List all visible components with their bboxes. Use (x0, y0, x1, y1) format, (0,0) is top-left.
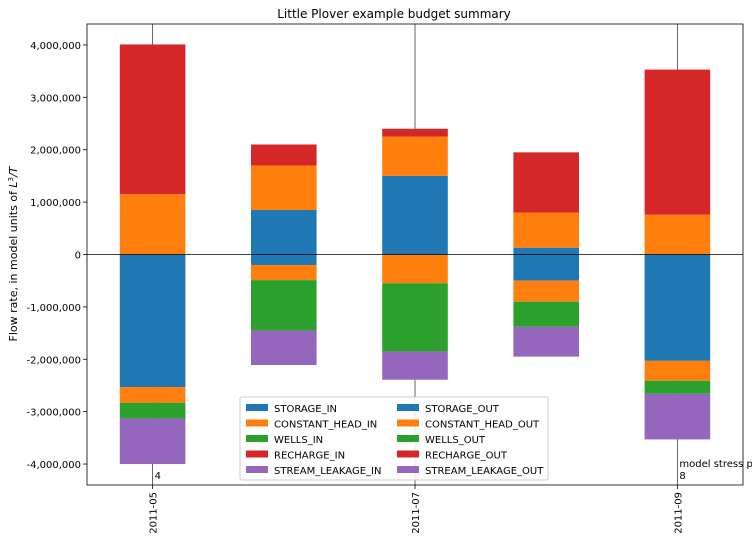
y-tick-label: -3,000,000 (26, 408, 81, 419)
legend-swatch (397, 435, 419, 442)
y-tick-label: 1,000,000 (30, 198, 81, 209)
legend-label: STREAM_LEAKAGE_IN (274, 466, 381, 477)
y-axis-label-main: Flow rate, in model units of (7, 188, 20, 342)
bar-segment (251, 254, 317, 265)
legend-label: STORAGE_IN (274, 404, 337, 415)
y-tick-label: -2,000,000 (26, 355, 81, 366)
bar-segment (119, 254, 186, 388)
legend-label: WELLS_OUT (425, 435, 486, 446)
bar-segment (644, 393, 711, 440)
stress-period-label: 4 (155, 471, 161, 482)
stress-period-label: 8 (679, 471, 685, 482)
y-tick-label: 3,000,000 (30, 93, 81, 104)
legend-swatch (246, 435, 268, 442)
x-tick-label: 2011-09 (673, 492, 684, 534)
bar-segment (251, 280, 317, 331)
bar-segment (119, 387, 186, 403)
legend-label: RECHARGE_OUT (425, 451, 508, 462)
chart-title: Little Plover example budget summary (277, 7, 511, 21)
bar-segment (251, 209, 317, 255)
bar-segment (644, 69, 711, 215)
y-tick-label: 2,000,000 (30, 146, 81, 157)
legend-swatch (246, 404, 268, 411)
y-axis: -4,000,000 -3,000,000 -2,000,000 -1,000,000… (26, 41, 87, 471)
legend-swatch (246, 466, 268, 473)
bar-segment (644, 254, 711, 361)
legend-label: WELLS_IN (274, 435, 323, 446)
x-tick-label: 2011-05 (149, 492, 160, 534)
legend-swatch (397, 450, 419, 458)
legend-swatch (397, 404, 419, 411)
legend-label: STREAM_LEAKAGE_OUT (425, 466, 544, 477)
y-tick-label: -1,000,000 (26, 303, 81, 314)
bar-segment (513, 301, 579, 327)
bar-segment (382, 136, 448, 176)
bar-segment (251, 330, 317, 366)
bar-segment (644, 380, 711, 394)
bar-segment (119, 418, 186, 465)
bar-segment (119, 44, 186, 195)
bar-segment (513, 254, 579, 281)
bar-segment (513, 280, 579, 302)
y-tick-label: -4,000,000 (26, 460, 81, 471)
legend-swatch (246, 450, 268, 458)
bar-segment (513, 247, 579, 255)
legend-swatch (246, 419, 268, 427)
bar-segment (644, 360, 711, 381)
y-tick-label: 0 (75, 251, 81, 262)
annotations: 4 model stress period:8 (155, 459, 752, 482)
y-axis-label-tail: /T (7, 165, 20, 178)
bar-segment (644, 214, 711, 255)
bar-segment (513, 212, 579, 248)
y-axis-label: Flow rate, in model units of L3/T (7, 165, 20, 341)
legend-label: CONSTANT_HEAD_IN (274, 420, 377, 431)
x-tick-label: 2011-07 (411, 492, 422, 534)
bar-segment (119, 402, 186, 419)
legend: STORAGE_IN CONSTANT_HEAD_IN WELLS_IN RECHAR… (239, 396, 549, 481)
bar-segment (251, 264, 317, 281)
bar-segment (513, 152, 579, 213)
y-axis-label-unit: L (7, 181, 20, 187)
bar-segment (513, 326, 579, 357)
bar-segment (382, 283, 448, 352)
bar-segment (382, 128, 448, 137)
bar-segment (251, 144, 317, 166)
stress-period-caption: model stress period: (679, 459, 752, 470)
y-tick-label: 4,000,000 (30, 41, 81, 52)
bar-segment (382, 254, 448, 284)
y-axis-label-exp: 3 (7, 177, 15, 181)
legend-label: STORAGE_OUT (425, 404, 500, 415)
x-axis: 2011-05 2011-07 2011-09 (149, 485, 684, 534)
bar-segment (382, 175, 448, 255)
bars-layer (119, 44, 711, 465)
legend-box (239, 396, 549, 481)
legend-label: RECHARGE_IN (274, 451, 345, 462)
legend-swatch (397, 419, 419, 427)
bar-segment (382, 351, 448, 380)
legend-label: CONSTANT_HEAD_OUT (425, 420, 540, 431)
bar-segment (251, 165, 317, 210)
bar-segment (119, 194, 186, 255)
legend-swatch (397, 466, 419, 473)
